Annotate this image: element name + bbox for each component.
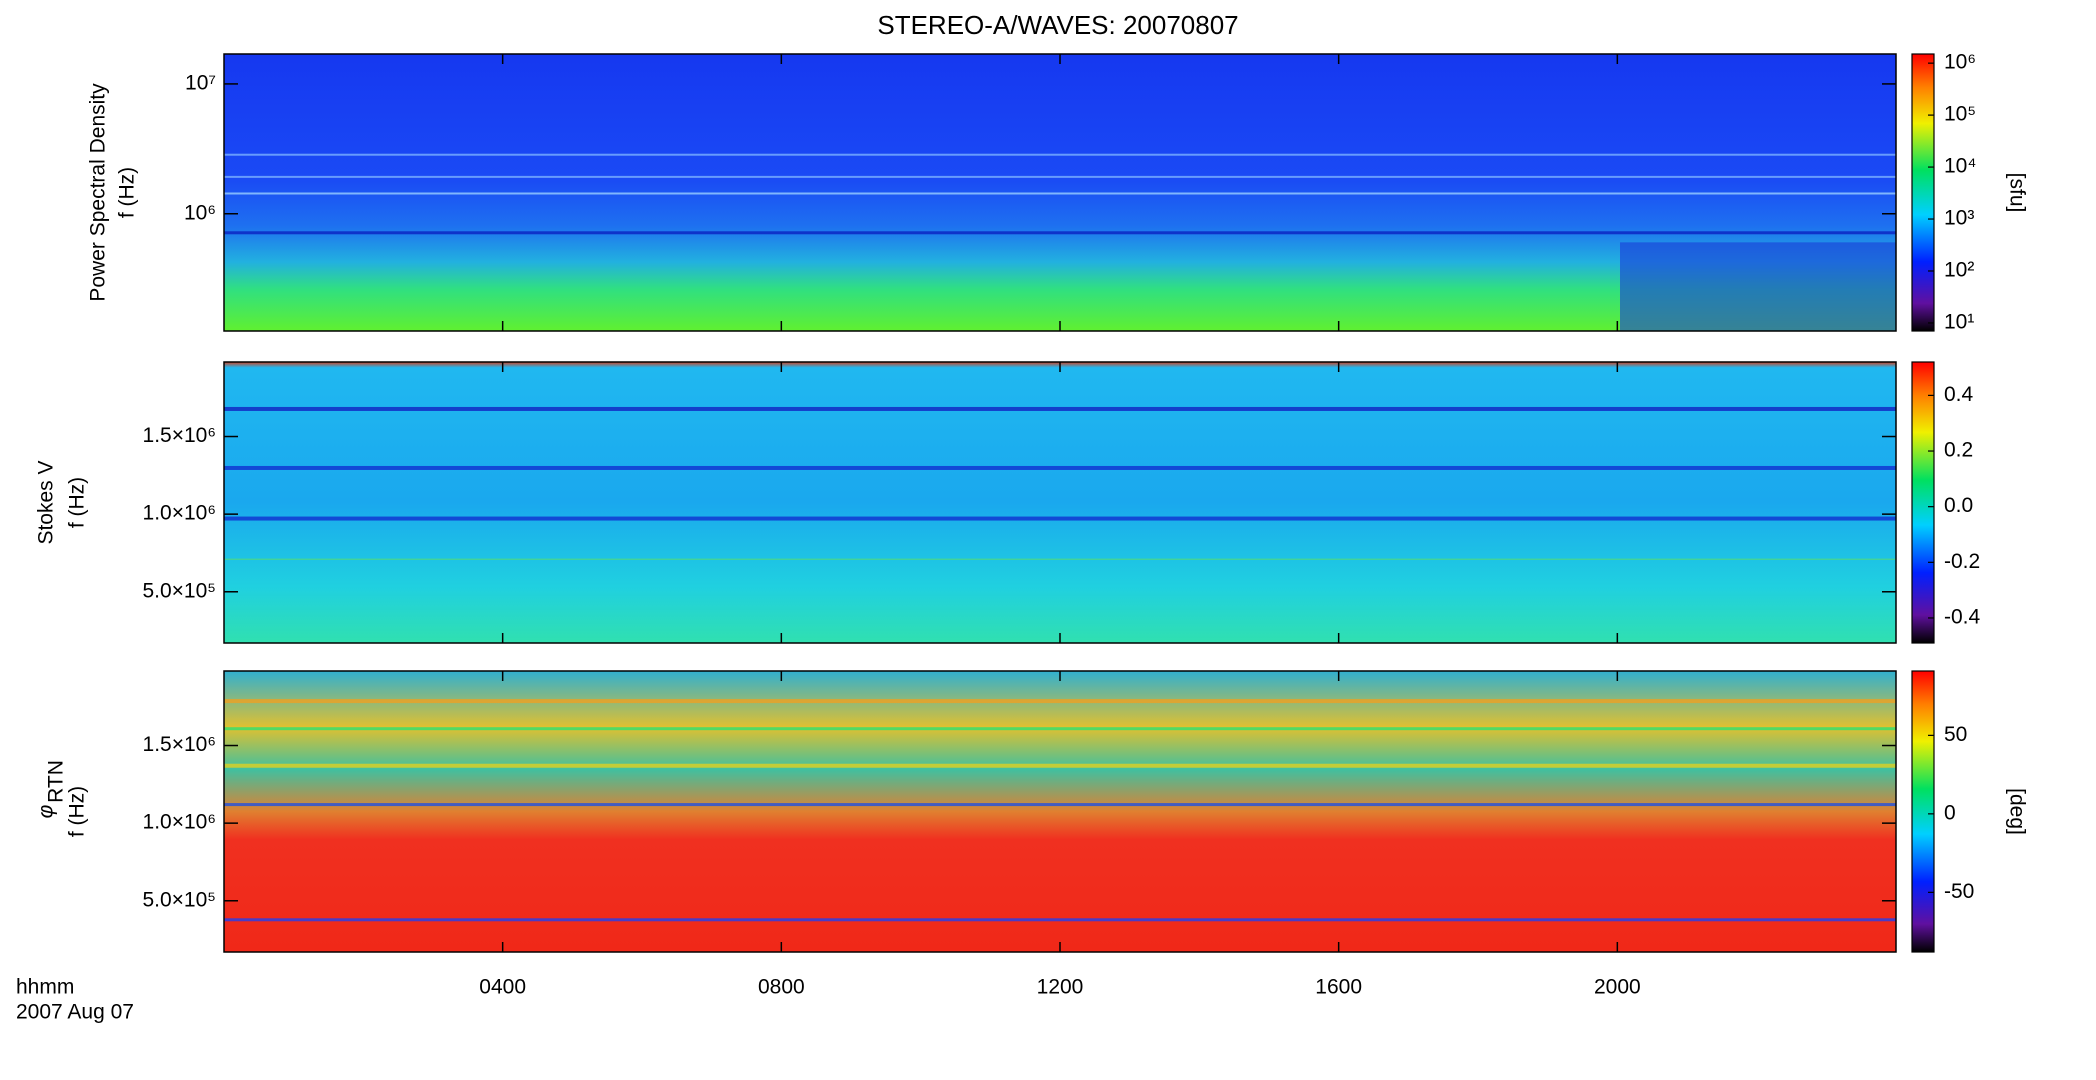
y-axis-label: φ — [35, 804, 58, 818]
heatmap-texture — [224, 558, 1896, 560]
colorbar-tick-label: 10² — [1944, 259, 1974, 282]
heatmap-image — [224, 671, 1896, 952]
date-label: 2007 Aug 07 — [16, 1001, 134, 1024]
colorbar-tick-label: 0.4 — [1944, 383, 1974, 406]
colorbar-tick-label: -0.2 — [1944, 550, 1980, 573]
y-tick-label: 1.5×10⁶ — [143, 733, 216, 756]
colorbar-tick-label: 0.2 — [1944, 439, 1973, 462]
chart-title: STEREO-A/WAVES: 20070807 — [877, 10, 1238, 40]
heatmap-texture — [224, 465, 1896, 470]
x-tick-label: 2000 — [1594, 976, 1641, 999]
y-axis-unit: f (Hz) — [66, 786, 89, 837]
heatmap-image — [224, 362, 1896, 643]
y-axis-label: Stokes V — [35, 460, 58, 544]
heatmap-texture — [224, 192, 1896, 195]
colorbar-tick-label: -50 — [1944, 880, 1974, 903]
x-axis-label: hhmm — [16, 976, 74, 999]
colorbar — [1911, 361, 1935, 644]
x-tick-label: 1600 — [1315, 976, 1362, 999]
colorbar — [1911, 53, 1935, 332]
colorbar-tick-label: 10⁵ — [1944, 103, 1976, 126]
colorbar-tick-label: 10⁶ — [1944, 51, 1976, 74]
colorbar-tick-label: 50 — [1944, 723, 1967, 746]
x-tick-label: 0400 — [479, 976, 526, 999]
y-axis-label: Power Spectral Density — [87, 83, 110, 302]
colorbar-label: [deg] — [2005, 788, 2028, 835]
y-tick-label: 10⁷ — [185, 71, 216, 94]
heatmap-texture — [224, 231, 1896, 235]
x-tick-label: 0800 — [758, 976, 805, 999]
heatmap-texture — [224, 763, 1896, 768]
heatmap-texture — [224, 803, 1896, 807]
y-tick-label: 1.0×10⁶ — [143, 811, 216, 834]
colorbar — [1911, 670, 1935, 953]
heatmap-texture — [224, 406, 1896, 411]
colorbar-tick-label: 10⁴ — [1944, 155, 1976, 178]
x-tick-label: 1200 — [1037, 976, 1084, 999]
colorbar-tick-label: 0.0 — [1944, 494, 1973, 517]
y-axis-unit: f (Hz) — [66, 477, 89, 528]
heatmap-texture — [224, 516, 1896, 521]
colorbar-tick-label: 10³ — [1944, 207, 1974, 230]
y-tick-label: 5.0×10⁵ — [142, 888, 216, 911]
heatmap-texture — [1620, 242, 1896, 331]
colorbar-tick-label: -0.4 — [1944, 606, 1981, 629]
heatmap-texture — [224, 699, 1896, 704]
heatmap-texture — [224, 727, 1896, 731]
colorbar-tick-label: 0 — [1944, 801, 1956, 824]
colorbar-label: [sfu] — [2005, 173, 2028, 213]
y-axis-unit: f (Hz) — [116, 167, 139, 218]
y-tick-label: 1.5×10⁶ — [143, 424, 216, 447]
heatmap-texture — [224, 918, 1896, 922]
y-tick-label: 1.0×10⁶ — [143, 502, 216, 525]
y-tick-label: 5.0×10⁵ — [142, 579, 216, 602]
heatmap-texture — [224, 153, 1896, 156]
y-axis-label-subscript: RTN — [45, 760, 68, 803]
y-tick-label: 10⁶ — [184, 201, 216, 224]
colorbar-tick-label: 10¹ — [1944, 310, 1974, 333]
heatmap-texture — [224, 175, 1896, 178]
